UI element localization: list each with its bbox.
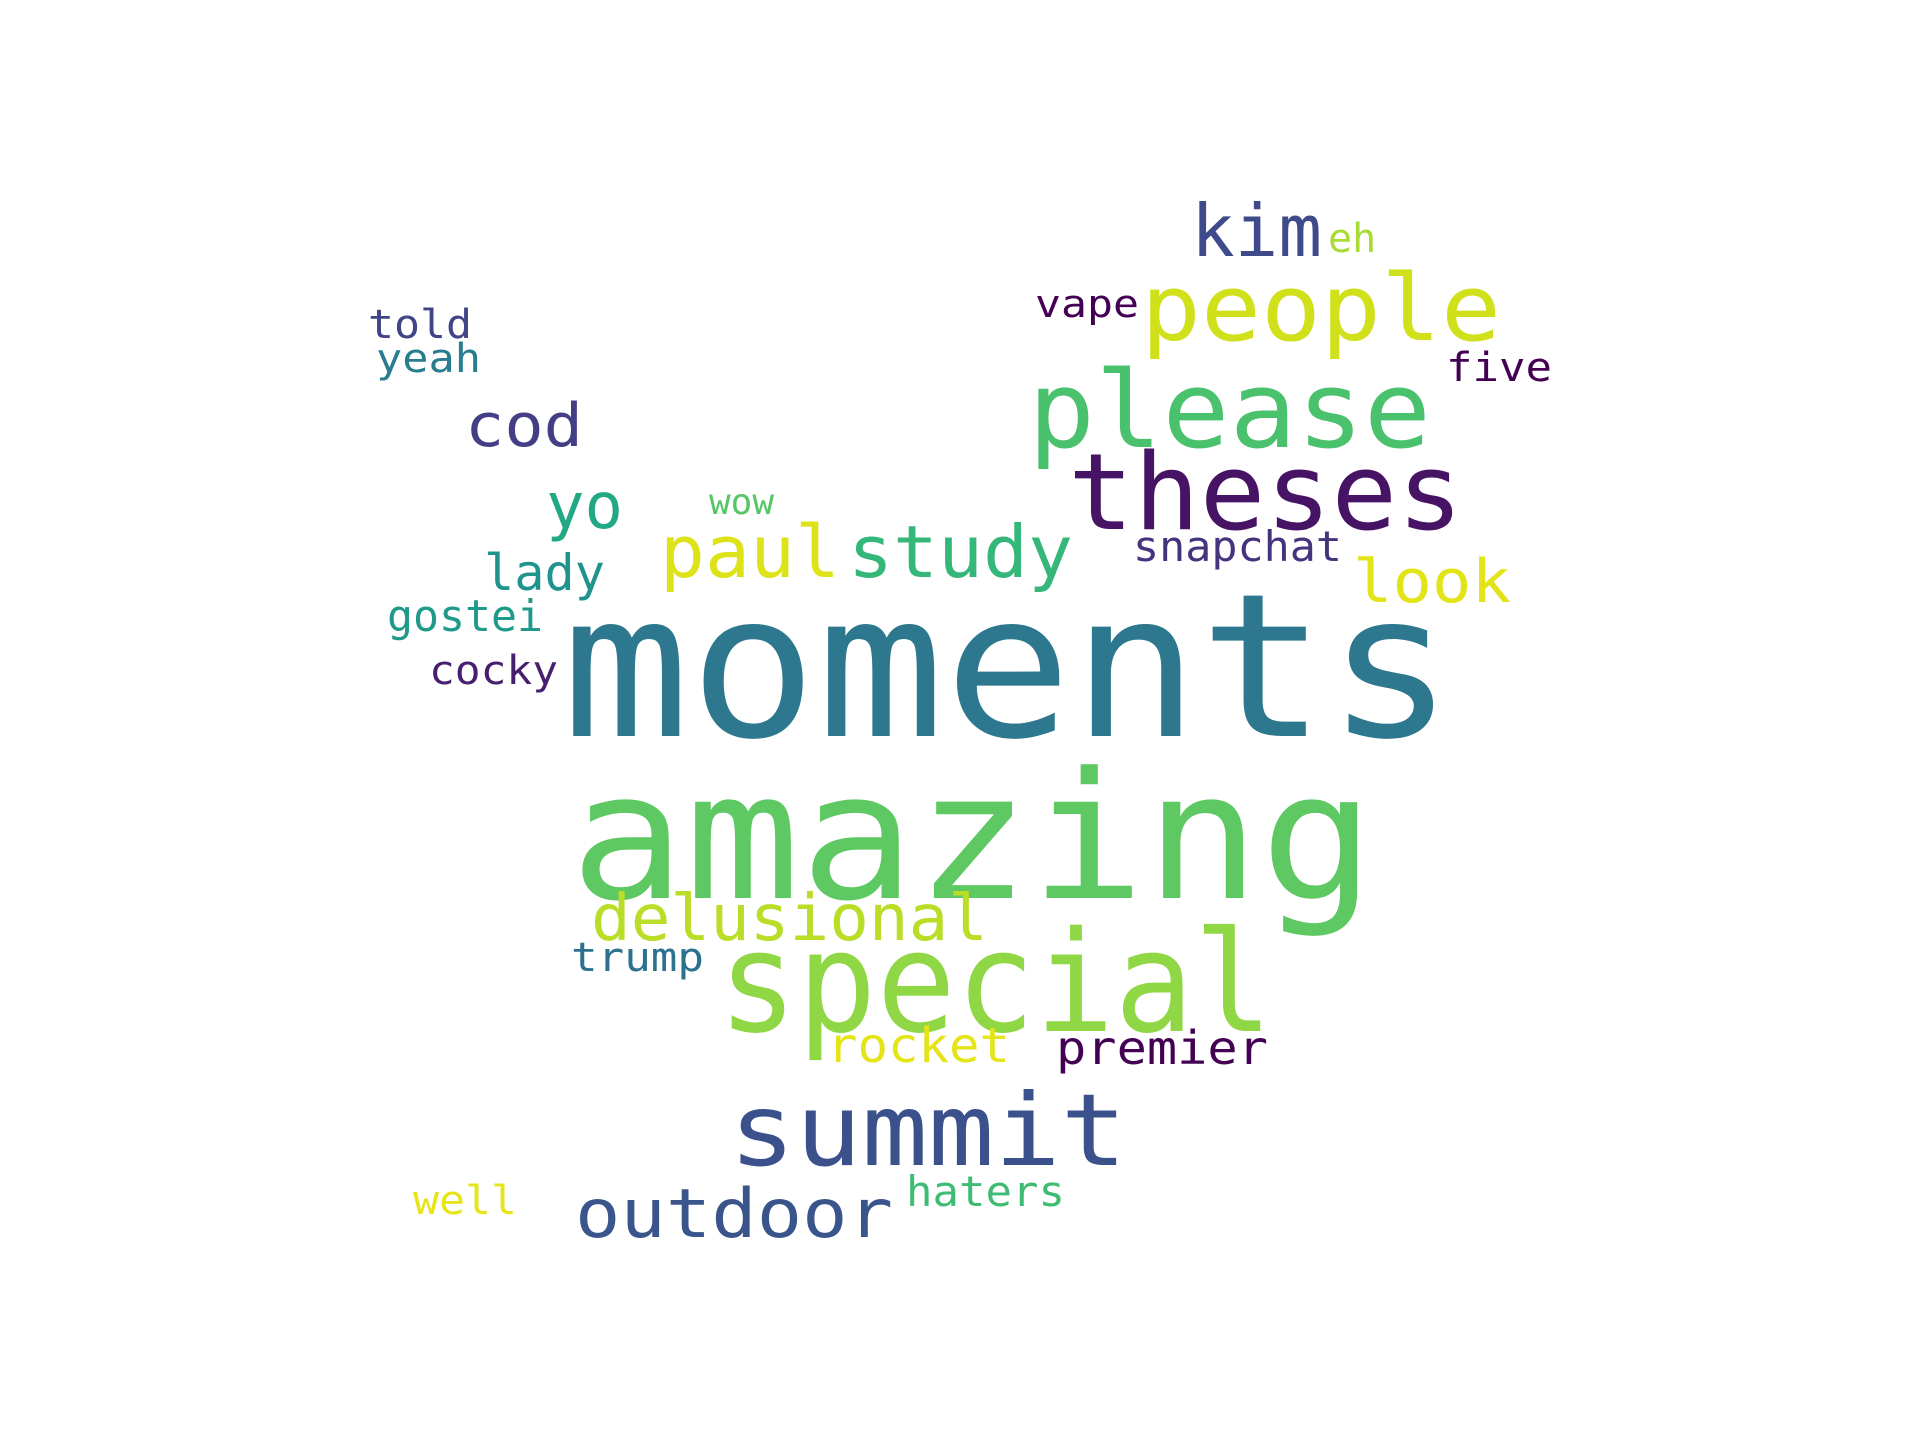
word-special: special — [718, 902, 1273, 1065]
word-yeah: yeah — [376, 336, 481, 382]
word-gostei: gostei — [387, 591, 543, 642]
word-eh: eh — [1328, 216, 1376, 262]
word-cod: cod — [465, 391, 583, 461]
word-kim: kim — [1191, 189, 1322, 273]
word-yo: yo — [546, 470, 623, 544]
word-premier: premier — [1056, 1021, 1268, 1075]
word-moments: moments — [562, 551, 1454, 784]
word-well: well — [413, 1178, 517, 1224]
word-lady: lady — [484, 544, 605, 602]
word-delusional: delusional — [591, 882, 988, 956]
word-please: please — [1028, 349, 1431, 472]
word-wow: wow — [709, 482, 774, 523]
word-summit: summit — [729, 1072, 1127, 1189]
word-trump: trump — [571, 935, 704, 981]
word-snapchat: snapchat — [1133, 522, 1342, 571]
word-paul: paul — [660, 510, 840, 594]
word-told: told — [368, 302, 472, 348]
word-look: look — [1353, 547, 1511, 617]
word-cocky: cocky — [429, 648, 558, 694]
word-vape: vape — [1035, 282, 1139, 326]
word-rocket: rocket — [827, 1018, 1010, 1074]
word-theses: theses — [1068, 431, 1463, 554]
word-people: people — [1141, 255, 1501, 362]
word-haters: haters — [906, 1167, 1065, 1216]
word-five: five — [1446, 345, 1552, 391]
word-study: study — [848, 510, 1073, 594]
word-outdoor: outdoor — [575, 1175, 893, 1254]
word-amazing: amazing — [570, 735, 1375, 940]
